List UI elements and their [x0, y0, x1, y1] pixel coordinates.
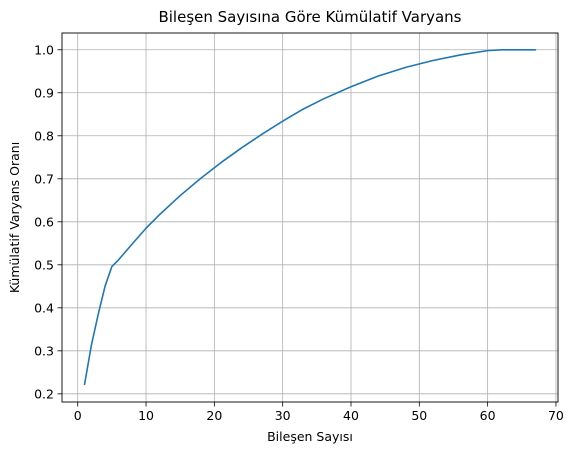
y-tick-label: 0.9: [34, 85, 54, 100]
x-tick-label: 30: [275, 408, 291, 423]
tick-layer: 0 10 20 30 40 50 60 70 0.2 0.3 0.4 0.5 0.6 0.7 0.8 0.9 1…: [34, 42, 564, 423]
x-tick-label: 60: [480, 408, 496, 423]
y-tick-label: 0.3: [34, 343, 54, 358]
plot-frame: [61, 32, 559, 403]
x-tick-label: 50: [411, 408, 427, 423]
y-tick-label: 0.5: [34, 257, 54, 272]
cumulative-variance-line: [83, 48, 537, 386]
y-axis-label: Kümülatif Varyans Oranı: [7, 142, 22, 293]
grid-layer: [62, 33, 558, 402]
chart-title: Bileşen Sayısına Göre Kümülatif Varyans: [158, 8, 461, 26]
y-tick-label: 0.7: [34, 171, 54, 186]
y-tick-label: 0.6: [34, 214, 54, 229]
x-tick-label: 20: [206, 408, 222, 423]
y-tick-label: 0.2: [34, 386, 54, 401]
y-tick-label: 0.4: [34, 300, 54, 315]
y-tick-label: 1.0: [34, 42, 54, 57]
x-tick-label: 10: [138, 408, 154, 423]
x-tick-label: 40: [343, 408, 359, 423]
x-tick-label: 70: [548, 408, 564, 423]
series-layer: [83, 48, 537, 386]
y-tick-label: 0.8: [34, 128, 54, 143]
x-tick-label: 0: [74, 408, 82, 423]
x-axis-label: Bileşen Sayısı: [267, 429, 353, 444]
